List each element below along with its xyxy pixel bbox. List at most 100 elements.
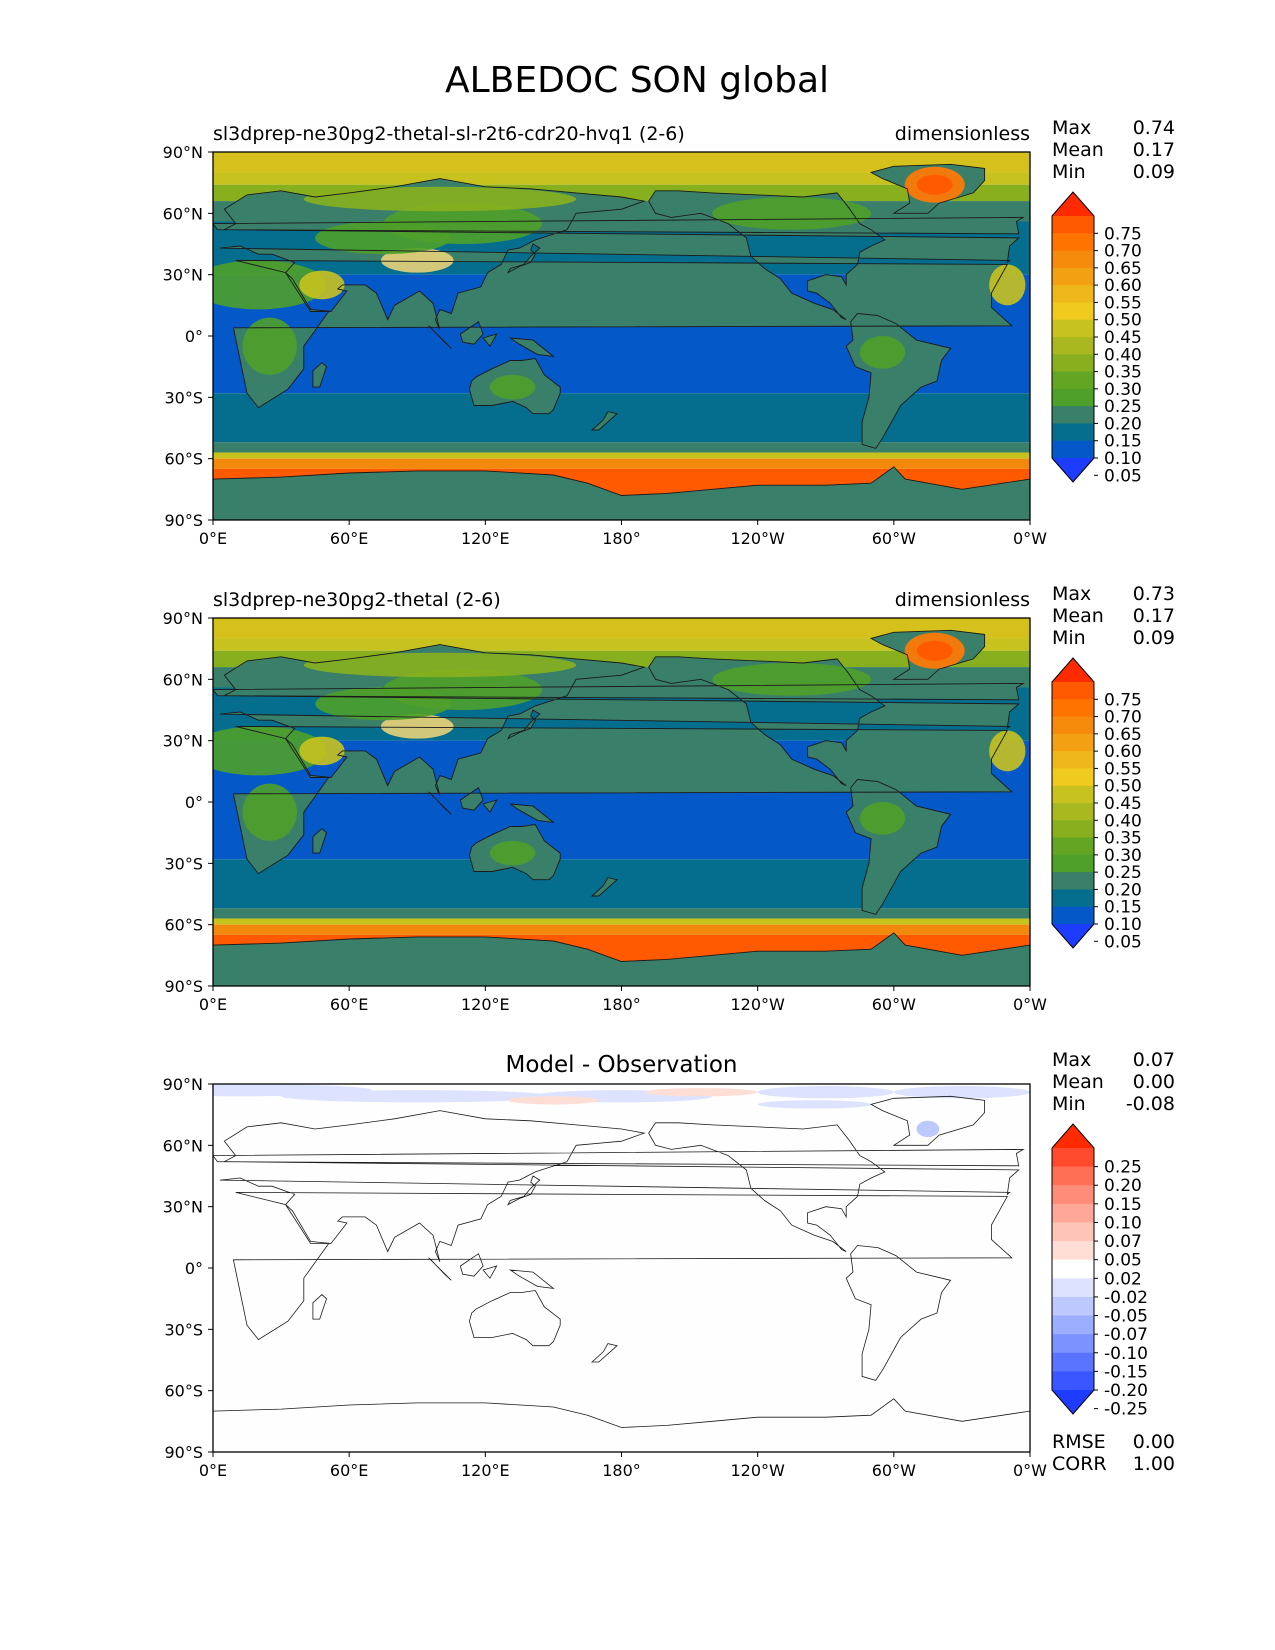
stat-label-corr: CORR <box>1052 1453 1107 1475</box>
x-tick-label: 0°E <box>199 529 227 548</box>
stat-value-max: 0.07 <box>1133 1049 1175 1071</box>
colorbar-segment <box>1052 803 1094 821</box>
y-tick-label: 30°N <box>163 732 203 751</box>
colorbar-segment <box>1052 285 1094 303</box>
colorbar-segment <box>1052 216 1094 234</box>
colorbar-segment <box>1052 889 1094 908</box>
colorbar-segment <box>1052 1371 1094 1391</box>
colorbar-segment <box>1052 1334 1094 1354</box>
colorbar-tick-label: 0.05 <box>1104 932 1142 952</box>
panel-units: dimensionless <box>895 123 1030 145</box>
colorbar-extend-max <box>1052 658 1094 682</box>
y-tick-label: 90°S <box>164 1443 203 1462</box>
colorbar-segment <box>1052 716 1094 735</box>
y-tick-label: 30°N <box>163 1198 203 1217</box>
stat-value-mean: 0.17 <box>1133 139 1175 161</box>
stat-value-mean: 0.17 <box>1133 605 1175 627</box>
y-tick-label: 30°S <box>164 1320 203 1339</box>
colorbar-tick-label: 0.70 <box>1104 708 1142 728</box>
stat-label-rmse: RMSE <box>1052 1431 1106 1453</box>
colorbar-segment <box>1052 302 1094 321</box>
colorbar-segment <box>1052 388 1094 407</box>
colorbar-tick-label: 0.05 <box>1104 1251 1142 1271</box>
colorbar-segment <box>1052 906 1094 925</box>
stat-value-max: 0.73 <box>1133 583 1175 605</box>
stat-label-min: Min <box>1052 627 1086 649</box>
albedo-field <box>213 618 1030 986</box>
colorbar-tick-label: 0.40 <box>1104 811 1142 831</box>
y-tick-label: 90°N <box>163 609 203 628</box>
colorbar-tick-label: 0.50 <box>1104 311 1142 331</box>
x-tick-label: 0°W <box>1013 1461 1047 1480</box>
y-tick-label: 90°N <box>163 1075 203 1094</box>
colorbar-segment <box>1052 1148 1094 1168</box>
stat-label-max: Max <box>1052 117 1091 139</box>
colorbar-segment <box>1052 1278 1094 1298</box>
y-tick-label: 0° <box>185 327 203 346</box>
x-tick-label: 120°E <box>461 995 510 1014</box>
colorbar-tick-label: 0.25 <box>1104 863 1142 883</box>
colorbar-tick-label: 0.20 <box>1104 1176 1142 1196</box>
colorbar-segment <box>1052 440 1094 459</box>
colorbar-segment <box>1052 371 1094 390</box>
colorbar-segment <box>1052 1185 1094 1205</box>
colorbar-segment <box>1052 733 1094 752</box>
y-tick-label: 90°S <box>164 511 203 530</box>
colorbar-tick-label: 0.20 <box>1104 880 1142 900</box>
colorbar-tick-label: 0.02 <box>1104 1269 1142 1289</box>
colorbar-tick-label: 0.20 <box>1104 414 1142 434</box>
x-tick-label: 60°E <box>330 995 368 1014</box>
y-tick-label: 60°N <box>163 1136 203 1155</box>
colorbar-segment <box>1052 1352 1094 1372</box>
panel-left-title: sl3dprep-ne30pg2-thetal-sl-r2t6-cdr20-hv… <box>213 123 685 145</box>
colorbar-segment <box>1052 872 1094 890</box>
map-panel-2: sl3dprep-ne30pg2-thetal (2-6) dimensionle… <box>163 583 1175 1014</box>
stat-value-corr: 1.00 <box>1133 1453 1175 1475</box>
colorbar-extend-min <box>1052 924 1094 948</box>
x-tick-label: 120°W <box>730 1461 785 1480</box>
colorbar-tick-label: 0.15 <box>1104 1195 1142 1215</box>
panel-units: dimensionless <box>895 589 1030 611</box>
y-tick-label: 0° <box>185 1259 203 1278</box>
colorbar-segment <box>1052 785 1094 804</box>
y-tick-label: 30°S <box>164 854 203 873</box>
colorbar-segment <box>1052 751 1094 769</box>
colorbar-tick-label: 0.60 <box>1104 742 1142 762</box>
colorbar-segment <box>1052 1222 1094 1242</box>
colorbar-tick-label: 0.15 <box>1104 898 1142 918</box>
stat-label-min: Min <box>1052 1093 1086 1115</box>
colorbar-tick-label: 0.10 <box>1104 915 1142 935</box>
colorbar-tick-label: -0.25 <box>1104 1400 1148 1420</box>
stat-value-rmse: 0.00 <box>1133 1431 1175 1453</box>
x-tick-label: 60°E <box>330 1461 368 1480</box>
x-tick-label: 60°E <box>330 529 368 548</box>
colorbar-segment <box>1052 354 1094 373</box>
stat-value-min: 0.09 <box>1133 627 1175 649</box>
stat-label-mean: Mean <box>1052 1071 1104 1093</box>
x-tick-label: 60°W <box>872 1461 916 1480</box>
colorbar-tick-label: 0.25 <box>1104 1158 1142 1178</box>
x-tick-label: 0°W <box>1013 529 1047 548</box>
colorbar-segment <box>1052 1259 1094 1279</box>
panel-center-title: Model - Observation <box>505 1052 737 1078</box>
colorbar-tick-label: 0.65 <box>1104 725 1142 745</box>
colorbar-segment <box>1052 406 1094 424</box>
colorbar-tick-label: 0.35 <box>1104 829 1142 849</box>
colorbar-extend-max <box>1052 1124 1094 1148</box>
difference-field <box>213 1084 1030 1452</box>
colorbar-segment <box>1052 699 1094 718</box>
colorbar-tick-label: -0.20 <box>1104 1381 1148 1401</box>
x-tick-label: 120°E <box>461 1461 510 1480</box>
colorbar-segment <box>1052 1296 1094 1317</box>
colorbar-segment <box>1052 854 1094 873</box>
colorbar: 0.250.200.150.100.070.050.02-0.02-0.05-0… <box>1051 1123 1148 1420</box>
colorbar-tick-label: 0.25 <box>1104 397 1142 417</box>
colorbar-tick-label: 0.55 <box>1104 759 1142 779</box>
colorbar-segment <box>1052 1315 1094 1335</box>
colorbar-tick-label: 0.07 <box>1104 1232 1142 1252</box>
y-tick-label: 60°S <box>164 1382 203 1401</box>
colorbar-tick-label: 0.45 <box>1104 794 1142 814</box>
colorbar: 0.750.700.650.600.550.500.450.400.350.30… <box>1051 657 1142 952</box>
map-panel-3: Model - Observation 0°E 60°E 120°E 180° 120°W… <box>163 1049 1175 1480</box>
